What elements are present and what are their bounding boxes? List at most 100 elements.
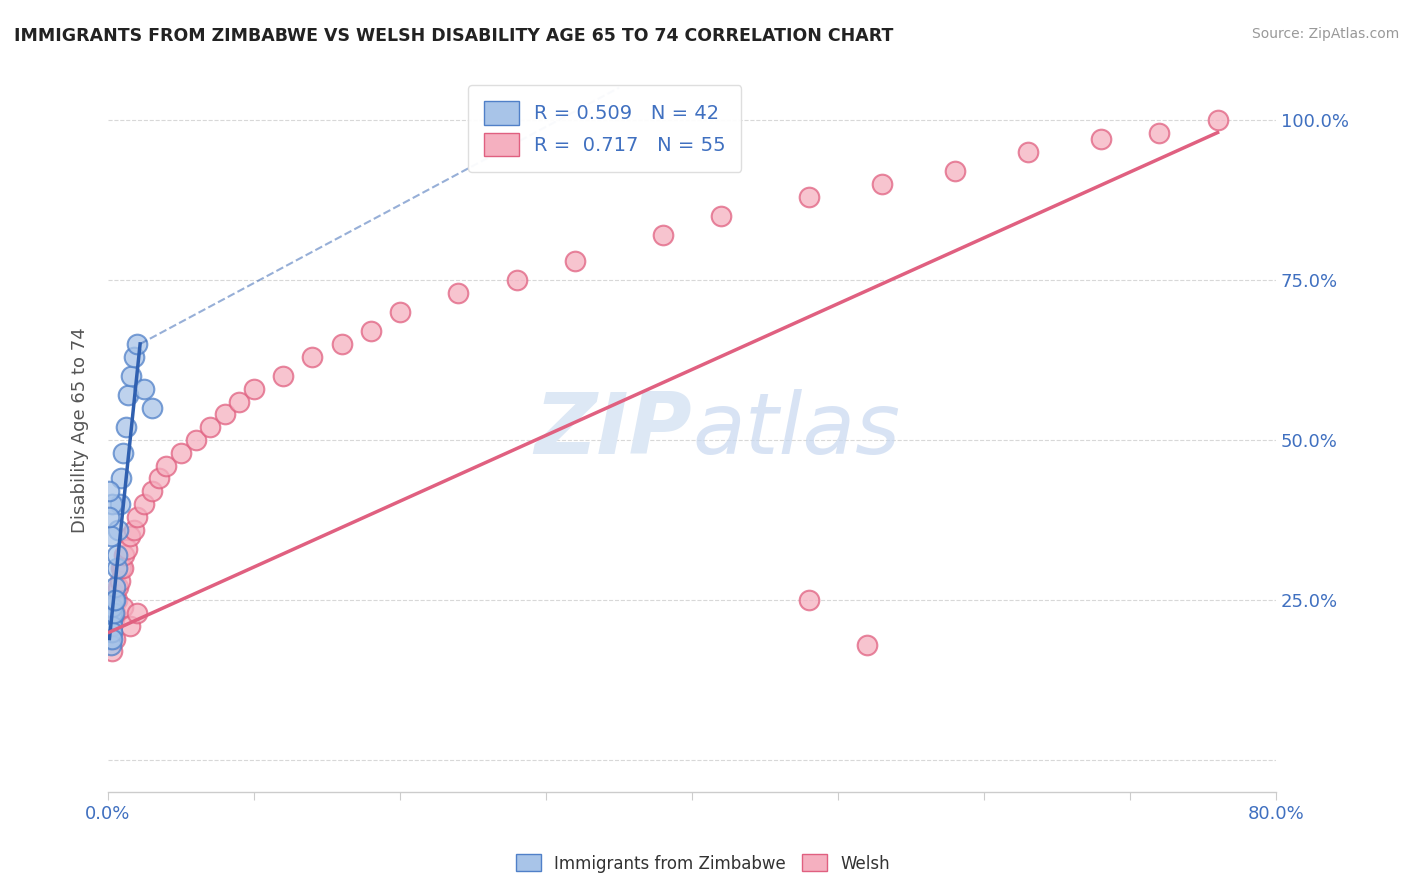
Point — [111, 561, 134, 575]
Point — [103, 593, 125, 607]
Point — [108, 497, 131, 511]
Point — [148, 471, 170, 485]
Point — [101, 599, 124, 614]
Text: IMMIGRANTS FROM ZIMBABWE VS WELSH DISABILITY AGE 65 TO 74 CORRELATION CHART: IMMIGRANTS FROM ZIMBABWE VS WELSH DISABI… — [14, 27, 893, 45]
Point — [1090, 132, 1112, 146]
Point — [127, 337, 149, 351]
Point — [98, 606, 121, 620]
Legend: Immigrants from Zimbabwe, Welsh: Immigrants from Zimbabwe, Welsh — [509, 847, 897, 880]
Point — [98, 484, 121, 499]
Text: Source: ZipAtlas.com: Source: ZipAtlas.com — [1251, 27, 1399, 41]
Point — [100, 619, 122, 633]
Point — [100, 638, 122, 652]
Point — [506, 273, 529, 287]
Point — [104, 593, 127, 607]
Point — [101, 612, 124, 626]
Point — [100, 632, 122, 646]
Point — [111, 446, 134, 460]
Point — [100, 619, 122, 633]
Point — [98, 625, 121, 640]
Point — [141, 401, 163, 415]
Point — [710, 209, 733, 223]
Point — [100, 625, 122, 640]
Point — [100, 625, 122, 640]
Point — [101, 606, 124, 620]
Point — [1017, 145, 1039, 159]
Text: ZIP: ZIP — [534, 389, 692, 472]
Point — [101, 644, 124, 658]
Point — [120, 368, 142, 383]
Point — [271, 368, 294, 383]
Point — [155, 458, 177, 473]
Point — [100, 606, 122, 620]
Point — [103, 606, 125, 620]
Point — [943, 164, 966, 178]
Point — [360, 324, 382, 338]
Point — [98, 625, 121, 640]
Point — [111, 599, 134, 614]
Point — [101, 632, 124, 646]
Point — [100, 529, 122, 543]
Point — [110, 561, 132, 575]
Point — [98, 625, 121, 640]
Point — [1206, 112, 1229, 127]
Point — [127, 606, 149, 620]
Point — [101, 497, 124, 511]
Point — [101, 619, 124, 633]
Point — [108, 574, 131, 588]
Legend: R = 0.509   N = 42, R =  0.717   N = 55: R = 0.509 N = 42, R = 0.717 N = 55 — [468, 86, 741, 172]
Point — [100, 612, 122, 626]
Text: atlas: atlas — [692, 389, 900, 472]
Point — [110, 471, 132, 485]
Point — [301, 350, 323, 364]
Point — [564, 253, 586, 268]
Point — [105, 549, 128, 563]
Point — [103, 612, 125, 626]
Point — [107, 580, 129, 594]
Point — [98, 612, 121, 626]
Point — [112, 549, 135, 563]
Point — [797, 593, 820, 607]
Point — [100, 625, 122, 640]
Point — [856, 638, 879, 652]
Point — [118, 619, 141, 633]
Point — [101, 625, 124, 640]
Point — [103, 593, 125, 607]
Point — [184, 433, 207, 447]
Point — [114, 420, 136, 434]
Point — [115, 541, 138, 556]
Point — [122, 523, 145, 537]
Y-axis label: Disability Age 65 to 74: Disability Age 65 to 74 — [72, 327, 89, 533]
Point — [105, 561, 128, 575]
Point — [107, 523, 129, 537]
Point — [870, 177, 893, 191]
Point — [243, 382, 266, 396]
Point — [141, 484, 163, 499]
Point — [105, 593, 128, 607]
Point — [98, 632, 121, 646]
Point — [127, 509, 149, 524]
Point — [104, 580, 127, 594]
Point — [170, 446, 193, 460]
Point — [104, 587, 127, 601]
Point — [100, 619, 122, 633]
Point — [104, 606, 127, 620]
Point — [797, 189, 820, 203]
Point — [101, 599, 124, 614]
Point — [118, 529, 141, 543]
Point — [198, 420, 221, 434]
Point — [214, 408, 236, 422]
Point — [134, 497, 156, 511]
Point — [388, 305, 411, 319]
Point — [122, 350, 145, 364]
Point — [98, 619, 121, 633]
Point — [1147, 126, 1170, 140]
Point — [98, 612, 121, 626]
Point — [228, 394, 250, 409]
Point — [104, 632, 127, 646]
Point — [98, 612, 121, 626]
Point — [134, 382, 156, 396]
Point — [101, 612, 124, 626]
Point — [447, 285, 470, 300]
Point — [117, 388, 139, 402]
